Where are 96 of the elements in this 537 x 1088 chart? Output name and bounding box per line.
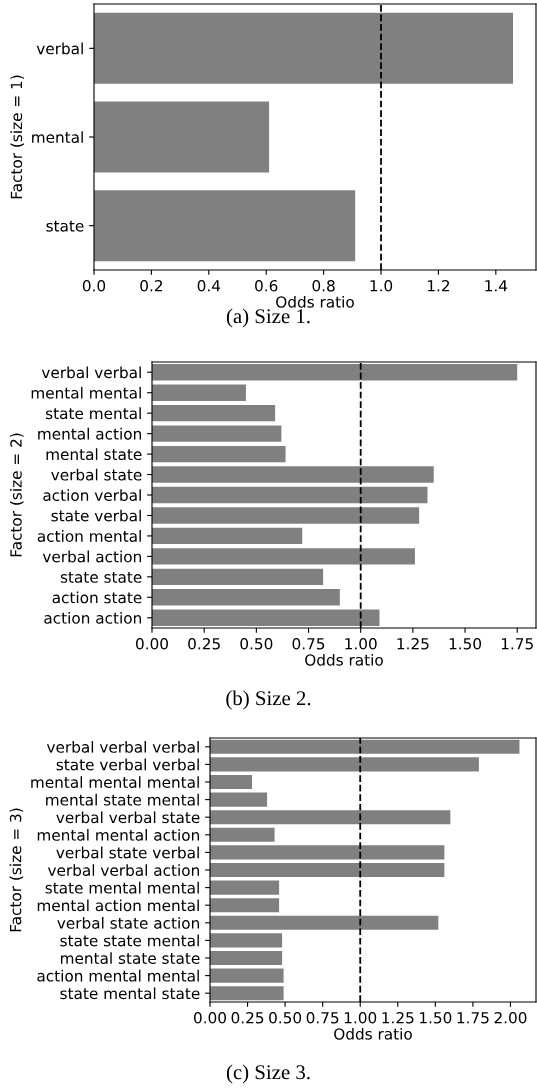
x-axis-title: Odds ratio	[334, 1027, 412, 1040]
bar	[152, 425, 282, 442]
x-tick-label: 1.4	[485, 280, 508, 292]
x-tick-label: 0.6	[255, 279, 278, 292]
bar	[210, 827, 275, 842]
x-tick-label: 1.25	[397, 637, 429, 650]
y-tick-label: verbal state	[51, 468, 142, 481]
bar	[210, 915, 439, 930]
bar	[152, 527, 303, 545]
y-tick-label: action verbal	[43, 489, 141, 502]
y-tick-label: action state	[52, 591, 142, 604]
bar	[152, 589, 340, 606]
bar	[210, 845, 445, 860]
y-tick-label: state verbal verbal	[56, 758, 199, 771]
bar	[210, 880, 280, 895]
y-tick-label: state state mental	[60, 934, 199, 947]
bar	[210, 862, 445, 878]
y-tick-label: mental	[32, 131, 83, 144]
y-axis-title: Factor (size = 1)	[10, 75, 24, 199]
x-tick-label: 0.00	[136, 637, 168, 650]
y-tick-label: action action	[44, 611, 141, 624]
x-tick-label: 0.0	[82, 279, 106, 292]
x-tick-label: 0.75	[306, 1011, 339, 1024]
y-tick-label: mental mental action	[37, 829, 199, 841]
y-tick-label: mental mental mental	[31, 776, 199, 789]
text: (b) Size 2.	[226, 690, 311, 710]
y-axis-title: Factor (size = 3)	[9, 808, 24, 932]
y-tick-label: mental mental	[31, 386, 141, 399]
y-tick-label: action mental	[37, 530, 141, 542]
y-tick-label: verbal verbal	[41, 366, 141, 379]
x-tick-label: 0.4	[197, 279, 221, 292]
x-tick-label: 0.2	[140, 279, 163, 292]
bar	[210, 774, 253, 790]
y-axis-title: Factor (size = 2)	[9, 433, 24, 557]
x-axis-title: Odds ratio	[305, 653, 383, 666]
bar	[94, 190, 356, 262]
y-tick-label: verbal	[36, 42, 83, 55]
y-tick-label: state mental mental	[45, 881, 199, 894]
text: (c) Size 3.	[226, 1064, 310, 1084]
bar	[152, 466, 434, 483]
bar	[94, 101, 270, 173]
y-tick-label: state state	[60, 571, 142, 583]
bar	[152, 486, 428, 504]
bar	[210, 792, 268, 807]
x-tick-label: 0.00	[194, 1011, 226, 1024]
x-tick-label: 1.0	[370, 279, 393, 292]
y-tick-label: verbal state verbal	[56, 846, 199, 859]
bar	[210, 986, 284, 1001]
bar	[152, 507, 420, 524]
bar	[210, 968, 284, 983]
y-tick-label: verbal verbal state	[56, 811, 200, 824]
x-tick-label: 0.8	[312, 279, 335, 292]
x-tick-label: 2.00	[494, 1011, 527, 1024]
x-tick-label: 1.75	[457, 1012, 489, 1024]
bar	[210, 757, 479, 772]
y-tick-label: verbal state action	[57, 917, 199, 929]
y-tick-label: mental action	[38, 427, 141, 440]
y-tick-label: mental state	[46, 448, 142, 461]
y-tick-label: state mental	[45, 407, 141, 420]
y-tick-label: state mental state	[60, 987, 200, 1000]
x-tick-label: 1.50	[449, 637, 482, 650]
bar	[152, 548, 415, 565]
x-tick-label: 1.75	[501, 638, 533, 650]
y-tick-label: verbal verbal verbal	[46, 741, 199, 753]
x-tick-label: 0.25	[231, 1011, 264, 1024]
bar	[152, 568, 324, 586]
y-tick-label: verbal action	[42, 550, 141, 563]
y-tick-label: state verbal	[51, 509, 141, 522]
bar	[152, 364, 518, 381]
x-tick-label: 1.00	[345, 637, 377, 650]
x-tick-label: 0.50	[269, 1011, 302, 1024]
bar	[210, 810, 451, 825]
text: (a) Size 1.	[226, 308, 310, 328]
bar	[152, 384, 246, 401]
bar	[210, 933, 283, 948]
bar	[152, 404, 276, 422]
bar	[94, 12, 514, 84]
bar	[152, 445, 286, 463]
x-tick-label: 1.50	[420, 1011, 452, 1024]
bar	[210, 898, 280, 913]
y-tick-label: mental state mental	[46, 793, 199, 806]
x-tick-label: 0.50	[240, 637, 273, 650]
y-tick-label: action mental mental	[37, 969, 199, 982]
x-tick-label: 0.25	[188, 637, 220, 650]
x-axis-title: Odds ratio	[276, 295, 354, 308]
x-tick-label: 1.00	[344, 1011, 377, 1024]
y-tick-label: verbal verbal action	[47, 864, 199, 877]
bar	[210, 950, 283, 966]
bar	[210, 739, 520, 754]
x-tick-label: 1.2	[427, 279, 450, 292]
y-tick-label: mental action mental	[37, 899, 199, 912]
y-tick-label: state	[46, 220, 84, 232]
bar	[152, 609, 380, 626]
x-tick-label: 1.25	[382, 1011, 414, 1024]
x-tick-label: 0.75	[292, 637, 325, 650]
y-tick-label: mental state state	[60, 952, 200, 965]
